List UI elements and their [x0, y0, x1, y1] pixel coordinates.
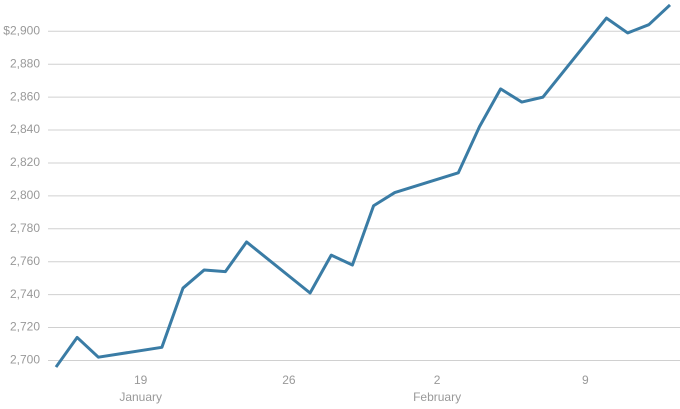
- x-tick-label: 26: [282, 373, 296, 387]
- line: [54, 3, 672, 368]
- y-tick-label: $2,900: [3, 23, 40, 37]
- y-tick-label: 2,820: [10, 155, 40, 169]
- x-group-label: January: [119, 390, 162, 404]
- y-tick-label: 2,860: [10, 89, 40, 103]
- x-tick-label: 9: [582, 373, 589, 387]
- x-tick-label: 19: [134, 373, 148, 387]
- y-tick-label: 2,840: [10, 122, 40, 136]
- y-tick-label: 2,760: [10, 254, 40, 268]
- y-tick-label: 2,740: [10, 287, 40, 301]
- x-tick-label: 2: [434, 373, 441, 387]
- y-tick-label: 2,700: [10, 353, 40, 367]
- y-tick-label: 2,780: [10, 221, 40, 235]
- y-tick-label: 2,800: [10, 188, 40, 202]
- y-tick-label: 2,720: [10, 320, 40, 334]
- y-tick-label: 2,880: [10, 56, 40, 70]
- x-group-label: February: [413, 390, 461, 404]
